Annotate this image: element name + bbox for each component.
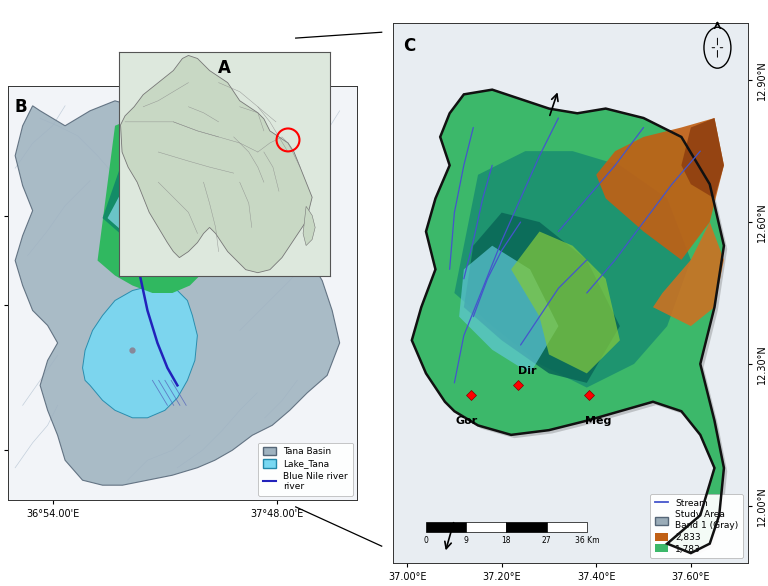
Bar — [466, 522, 506, 532]
Bar — [426, 522, 466, 532]
Text: 9: 9 — [464, 536, 468, 544]
Polygon shape — [412, 90, 724, 553]
Text: Dir: Dir — [518, 366, 537, 376]
Polygon shape — [121, 56, 312, 272]
Polygon shape — [464, 213, 620, 383]
Text: 18: 18 — [502, 536, 511, 544]
Text: 36 Km: 36 Km — [574, 536, 599, 544]
Polygon shape — [415, 93, 727, 557]
Polygon shape — [103, 161, 190, 255]
Polygon shape — [653, 222, 724, 326]
Polygon shape — [596, 118, 724, 260]
Bar — [506, 522, 547, 532]
Polygon shape — [98, 116, 227, 293]
Polygon shape — [83, 285, 197, 418]
Text: A: A — [218, 59, 231, 77]
Legend: Stream, Study Area
Band 1 (Gray), 2,833, 1,783: Stream, Study Area Band 1 (Gray), 2,833,… — [650, 494, 743, 558]
Polygon shape — [187, 123, 223, 161]
Polygon shape — [455, 151, 691, 387]
Bar — [547, 522, 587, 532]
Text: C: C — [403, 37, 415, 55]
Polygon shape — [459, 246, 558, 373]
Legend: Tana Basin, Lake_Tana, Blue Nile river
river: Tana Basin, Lake_Tana, Blue Nile river r… — [258, 442, 353, 496]
Text: 27: 27 — [541, 536, 551, 544]
Polygon shape — [108, 180, 165, 251]
Polygon shape — [165, 126, 223, 210]
Polygon shape — [681, 118, 724, 199]
Polygon shape — [511, 231, 620, 373]
Text: Gor: Gor — [455, 416, 478, 426]
Text: Meg: Meg — [585, 416, 612, 426]
Text: B: B — [15, 98, 28, 116]
Polygon shape — [15, 101, 339, 485]
Polygon shape — [303, 206, 315, 246]
Text: 0: 0 — [424, 536, 429, 544]
